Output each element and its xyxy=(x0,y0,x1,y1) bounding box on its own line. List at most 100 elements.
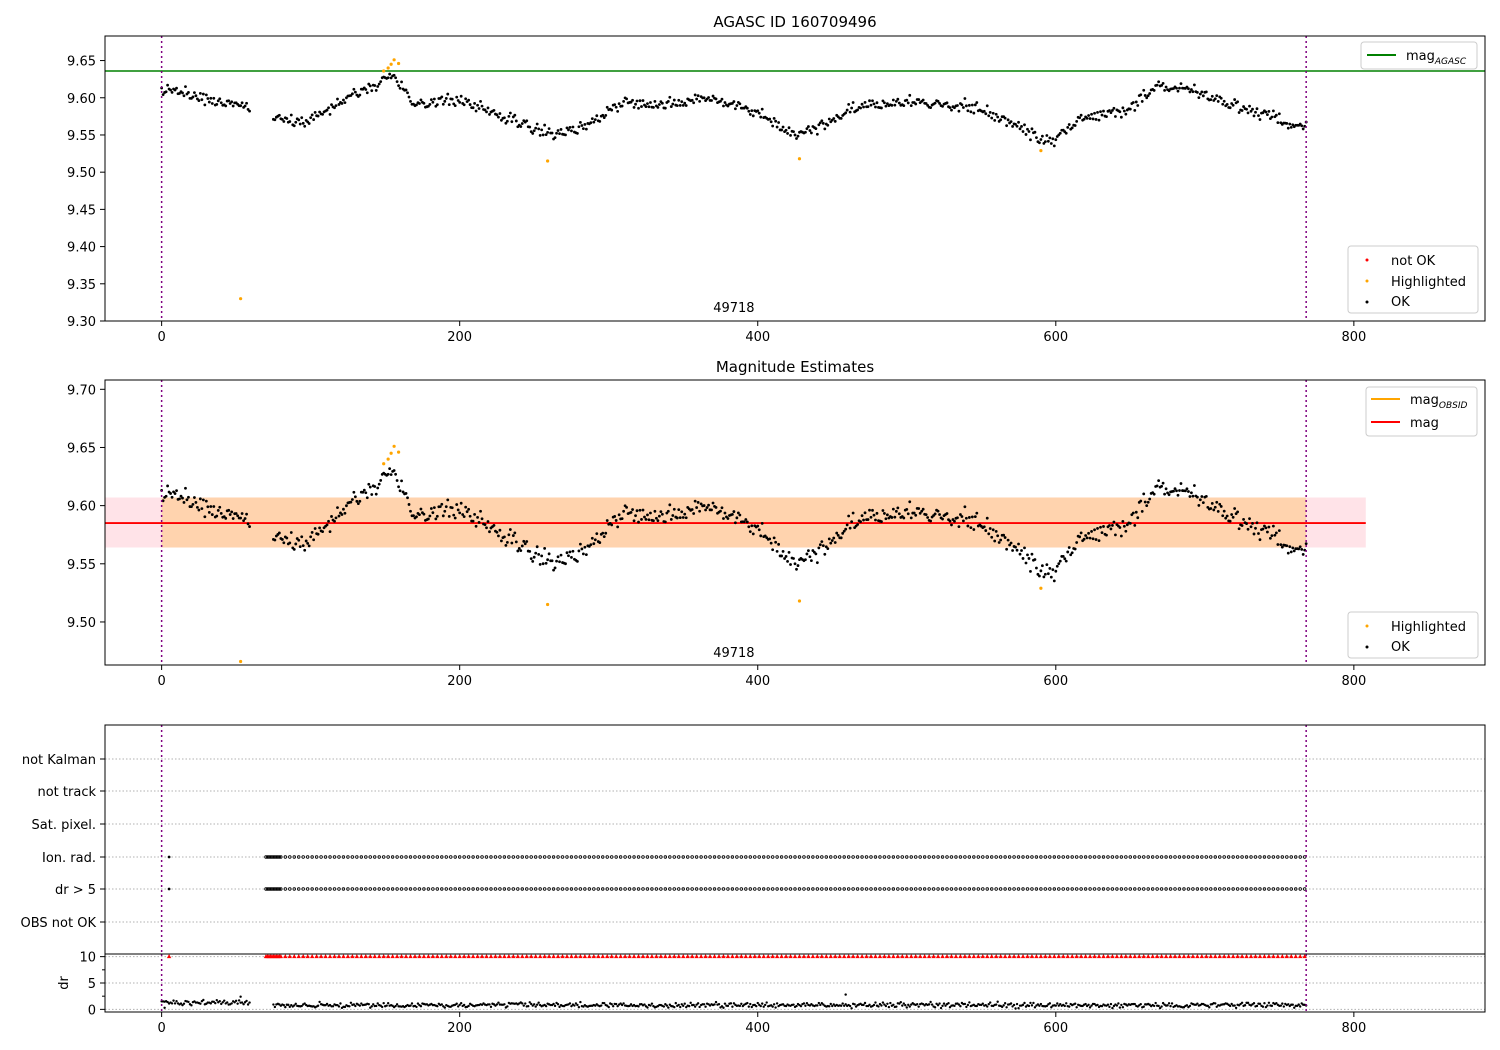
flag-point xyxy=(659,887,663,891)
dr-clipped-marker xyxy=(587,954,592,959)
ok-point xyxy=(201,92,205,96)
flag-point xyxy=(927,887,931,891)
dr-point xyxy=(395,1003,399,1006)
ok-point xyxy=(398,489,402,493)
dr-clipped-marker xyxy=(1078,954,1084,959)
dr-point xyxy=(607,1005,610,1009)
flag-point xyxy=(1231,887,1235,891)
dr-clipped-marker xyxy=(591,954,597,959)
ok-point xyxy=(409,509,412,513)
dr-clipped-marker xyxy=(631,954,637,959)
flag-point xyxy=(426,887,431,891)
ok-point xyxy=(632,519,636,523)
ok-point xyxy=(759,534,763,538)
flag-point xyxy=(779,887,784,891)
flag-point xyxy=(498,855,502,859)
ok-point xyxy=(675,516,679,520)
ok-point xyxy=(620,104,624,108)
flag-point xyxy=(1289,855,1293,859)
ok-point xyxy=(537,127,541,131)
ok-point xyxy=(1161,481,1165,485)
ok-point xyxy=(602,535,606,539)
flag-point xyxy=(1204,855,1209,859)
ok-point xyxy=(614,519,618,522)
ok-point xyxy=(1161,82,1165,85)
ok-point xyxy=(844,527,848,531)
flag-point xyxy=(699,887,703,891)
dr-point xyxy=(1088,1006,1092,1009)
ok-point xyxy=(1231,515,1235,519)
ok-point xyxy=(914,102,918,106)
ok-point xyxy=(215,103,219,106)
flag-point xyxy=(770,855,775,859)
dr-point xyxy=(749,1002,752,1006)
ok-point xyxy=(896,506,900,510)
ok-point xyxy=(1027,557,1031,560)
agasc-plot-area xyxy=(104,35,1486,322)
ok-point xyxy=(352,87,356,91)
ok-point xyxy=(973,515,977,519)
ok-point xyxy=(212,505,216,508)
ok-point xyxy=(814,127,818,131)
ok-point xyxy=(1200,495,1204,498)
x-tick-label: 400 xyxy=(745,330,770,345)
flag-point xyxy=(1070,887,1074,891)
dr-point xyxy=(842,1004,846,1007)
flag-point xyxy=(690,855,694,859)
ok-point xyxy=(1017,120,1020,124)
flag-point xyxy=(359,887,364,891)
dr-clipped-marker xyxy=(689,954,695,959)
ok-point xyxy=(568,550,572,554)
ok-point xyxy=(990,535,994,539)
flag-point xyxy=(471,855,475,859)
ok-point xyxy=(1114,533,1117,537)
ok-point xyxy=(553,566,557,570)
flag-point xyxy=(1003,887,1007,891)
ok-point xyxy=(540,128,544,132)
dr-point xyxy=(415,1005,418,1009)
dr-clipped-marker xyxy=(846,954,851,959)
ok-point xyxy=(1176,493,1180,497)
highlighted-point xyxy=(382,69,386,73)
ok-point xyxy=(280,538,284,541)
ok-point xyxy=(905,98,909,102)
ok-point xyxy=(535,545,539,549)
dr-point xyxy=(965,1005,968,1009)
ok-point xyxy=(818,121,822,125)
flag-point xyxy=(373,887,377,891)
ok-point xyxy=(1245,107,1248,111)
ok-point xyxy=(193,496,196,499)
ok-point xyxy=(1030,552,1034,556)
dr-point xyxy=(1021,1003,1025,1007)
flag-point xyxy=(449,887,453,891)
dr-clipped-marker xyxy=(707,954,713,959)
ok-point xyxy=(209,505,213,508)
ok-point xyxy=(1197,504,1201,507)
dr-clipped-marker xyxy=(1199,954,1205,959)
ok-point xyxy=(431,100,435,104)
dr-point xyxy=(975,1004,979,1008)
flag-point xyxy=(596,855,600,859)
ok-point xyxy=(1245,522,1248,525)
flag-point xyxy=(779,855,784,859)
dr-clipped-marker xyxy=(765,954,771,959)
dr-point xyxy=(348,1005,351,1008)
dr-point xyxy=(805,1002,809,1005)
flag-point xyxy=(390,855,395,859)
dr-clipped-marker xyxy=(1011,954,1017,959)
ok-point xyxy=(280,117,284,121)
ok-point xyxy=(419,98,423,102)
ok-point xyxy=(902,516,906,520)
ok-point xyxy=(826,123,830,127)
ok-point xyxy=(705,506,709,509)
flag-point xyxy=(1235,887,1240,891)
ok-point xyxy=(161,93,165,97)
ok-point xyxy=(336,506,339,510)
dr-point xyxy=(574,1002,578,1005)
dr-clipped-marker xyxy=(372,954,377,959)
ok-point xyxy=(570,129,573,133)
ok-point xyxy=(1090,530,1093,533)
flag-point xyxy=(914,887,918,891)
dr-clipped-marker xyxy=(685,954,690,959)
ok-point xyxy=(500,118,503,122)
